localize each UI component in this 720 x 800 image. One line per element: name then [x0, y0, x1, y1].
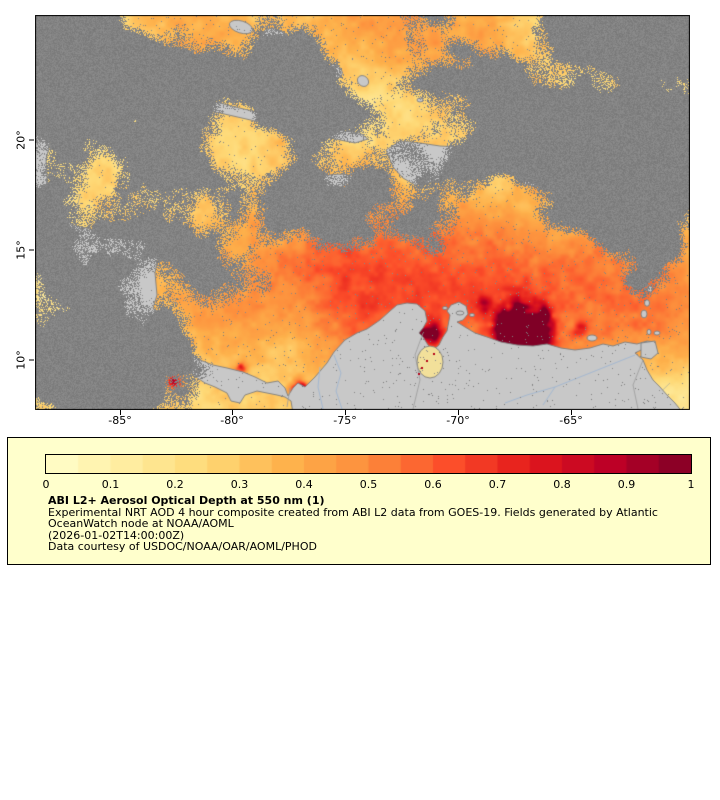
- colorbar-tick: 0: [42, 478, 50, 491]
- colorbar-tick: 0.5: [359, 478, 378, 491]
- lon-tick-mark: [571, 410, 572, 415]
- lat-tick-label-20: 20°: [14, 130, 28, 150]
- lat-tick-mark: [29, 249, 34, 251]
- lon-tick-label-80w: -80°: [220, 414, 244, 427]
- lat-tick-mark: [29, 359, 34, 361]
- lon-tick-label-75w: -75°: [333, 414, 357, 427]
- colorbar-tick: 0.2: [166, 478, 184, 491]
- legend-title: ABI L2+ Aerosol Optical Depth at 550 nm …: [48, 494, 325, 507]
- lon-tick-mark: [120, 410, 121, 415]
- legend-panel: 0 0.1 0.2 0.3 0.4 0.5 0.6 0.7 0.8 0.9 1 …: [7, 437, 711, 565]
- colorbar-tick: 0.9: [617, 478, 636, 491]
- lon-tick-mark: [458, 410, 459, 415]
- legend-timestamp: (2026-01-02T14:00:00Z): [48, 528, 185, 542]
- colorbar-tick: 0.3: [230, 478, 249, 491]
- lon-tick-label-85w: -85°: [108, 414, 132, 427]
- colorbar-tick: 0.1: [101, 478, 120, 491]
- colorbar-tick: 0.6: [424, 478, 442, 491]
- lon-tick-mark: [232, 410, 233, 415]
- legend-text-block: ABI L2+ Aerosol Optical Depth at 550 nm …: [48, 495, 700, 553]
- colorbar-tick: 0.8: [553, 478, 571, 491]
- colorbar-tick-labels: 0 0.1 0.2 0.3 0.4 0.5 0.6 0.7 0.8 0.9 1: [42, 478, 695, 491]
- colorbar-tick: 0.7: [488, 478, 507, 491]
- lat-tick-label-10: 10°: [14, 350, 28, 370]
- legend-courtesy: Data courtesy of USDOC/NOAA/OAR/AOML/PHO…: [48, 540, 317, 554]
- lon-tick-mark: [345, 410, 346, 415]
- colorbar-tick: 1: [687, 478, 695, 491]
- aod-map-canvas: [35, 15, 690, 410]
- lon-tick-label-65w: -65°: [559, 414, 583, 427]
- colorbar: [45, 454, 692, 474]
- colorbar-tick: 0.4: [295, 478, 313, 491]
- lat-tick-label-15: 15°: [14, 240, 28, 260]
- lat-tick-mark: [29, 139, 34, 141]
- lon-tick-label-70w: -70°: [446, 414, 470, 427]
- legend-description: Experimental NRT AOD 4 hour composite cr…: [48, 505, 658, 531]
